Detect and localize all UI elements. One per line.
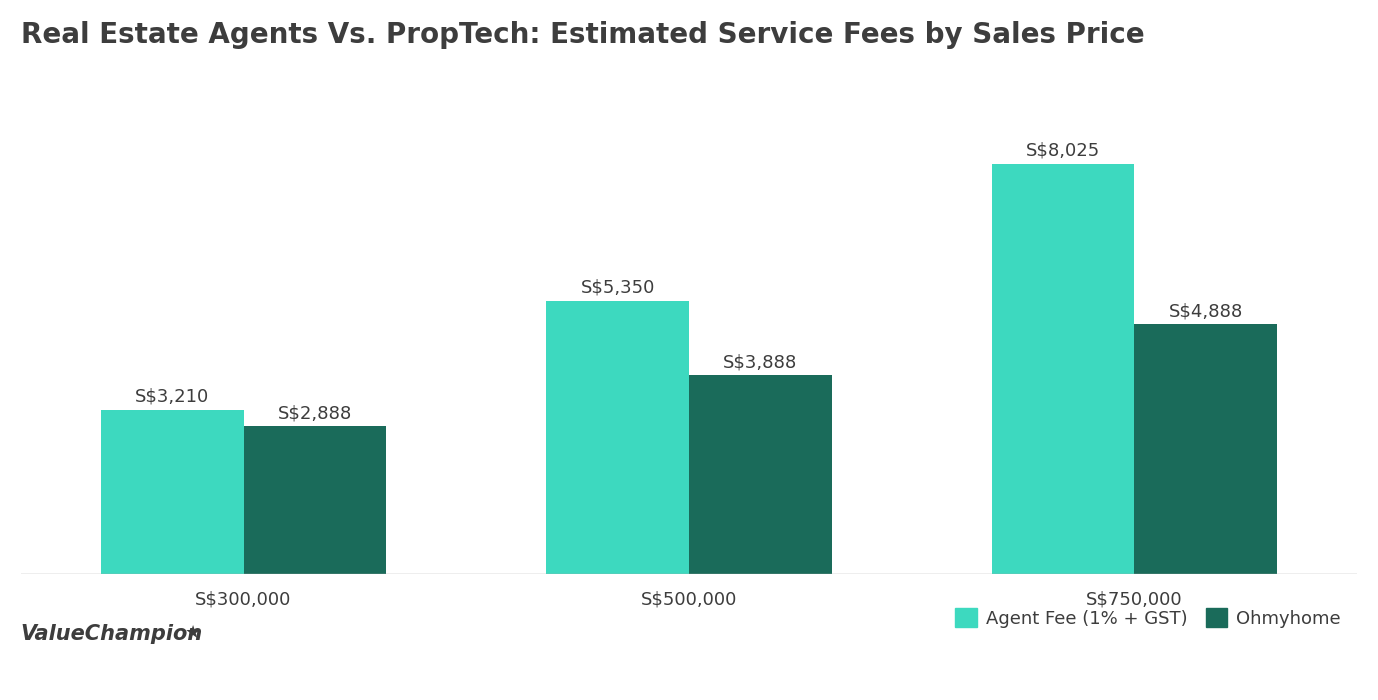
- Bar: [992, 164, 1134, 574]
- Text: S$4,888: S$4,888: [1169, 302, 1243, 320]
- Text: S$3,888: S$3,888: [723, 354, 798, 371]
- Bar: [244, 426, 386, 574]
- Text: S$5,350: S$5,350: [580, 279, 655, 297]
- Bar: [1134, 324, 1277, 574]
- Bar: [547, 301, 689, 574]
- Bar: [689, 375, 831, 574]
- Text: S$8,025: S$8,025: [1027, 142, 1100, 160]
- Text: ValueChampion: ValueChampion: [21, 624, 203, 644]
- Text: Real Estate Agents Vs. PropTech: Estimated Service Fees by Sales Price: Real Estate Agents Vs. PropTech: Estimat…: [21, 21, 1145, 49]
- Text: S$2,888: S$2,888: [278, 405, 351, 422]
- Legend: Agent Fee (1% + GST), Ohmyhome: Agent Fee (1% + GST), Ohmyhome: [948, 601, 1348, 635]
- Text: S$3,210: S$3,210: [135, 388, 209, 406]
- Bar: [101, 410, 244, 574]
- Text: ★: ★: [185, 624, 201, 642]
